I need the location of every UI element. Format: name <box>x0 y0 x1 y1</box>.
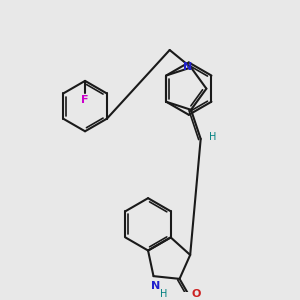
Text: H: H <box>208 132 216 142</box>
Text: F: F <box>81 95 89 105</box>
Text: N: N <box>151 281 160 291</box>
Text: H: H <box>160 289 167 298</box>
Text: N: N <box>184 62 193 73</box>
Text: O: O <box>191 289 201 299</box>
